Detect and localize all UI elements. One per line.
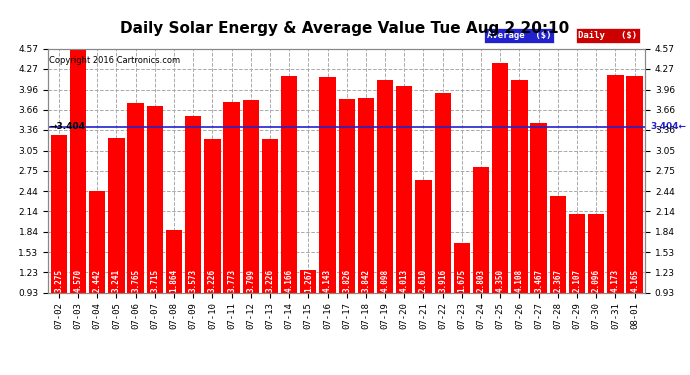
Text: 2.610: 2.610 [419, 269, 428, 292]
Text: 4.166: 4.166 [285, 269, 294, 292]
Bar [492, 63, 509, 292]
Text: 3.916: 3.916 [438, 269, 447, 292]
Bar [147, 106, 163, 292]
Text: 1.675: 1.675 [457, 269, 466, 292]
Bar [396, 86, 413, 292]
Text: 4.173: 4.173 [611, 269, 620, 292]
Text: 3.715: 3.715 [150, 269, 159, 292]
Bar [435, 93, 451, 292]
Text: 1.864: 1.864 [170, 269, 179, 292]
Bar [588, 214, 604, 292]
Text: Copyright 2016 Cartronics.com: Copyright 2016 Cartronics.com [50, 56, 181, 65]
Bar [511, 80, 528, 292]
Text: 2.442: 2.442 [92, 269, 101, 292]
Text: 3.773: 3.773 [227, 269, 236, 292]
Text: 4.165: 4.165 [630, 269, 639, 292]
Text: 2.107: 2.107 [573, 269, 582, 292]
Text: 4.013: 4.013 [400, 269, 408, 292]
Bar [108, 138, 125, 292]
Text: 2.367: 2.367 [553, 269, 562, 292]
Text: 3.404←: 3.404← [650, 122, 686, 131]
Bar [415, 180, 432, 292]
Text: 3.842: 3.842 [362, 269, 371, 292]
Bar [243, 100, 259, 292]
Bar [627, 76, 643, 292]
Bar [357, 98, 374, 292]
Bar [607, 75, 624, 292]
Bar [281, 76, 297, 292]
Text: Daily   ($): Daily ($) [578, 31, 638, 40]
Bar [70, 49, 86, 292]
Bar [377, 80, 393, 292]
Bar [473, 167, 489, 292]
Bar [319, 77, 336, 292]
Text: 3.765: 3.765 [131, 269, 140, 292]
Text: 4.143: 4.143 [323, 269, 332, 292]
Text: 3.573: 3.573 [188, 269, 198, 292]
Bar [569, 214, 585, 292]
Text: 3.826: 3.826 [342, 269, 351, 292]
Bar [128, 103, 144, 292]
Bar [166, 230, 182, 292]
Bar [185, 116, 201, 292]
Text: 4.098: 4.098 [381, 269, 390, 292]
Text: 2.096: 2.096 [592, 269, 601, 292]
Text: 2.803: 2.803 [477, 269, 486, 292]
Text: 3.241: 3.241 [112, 269, 121, 292]
Bar [89, 191, 106, 292]
Bar [454, 243, 470, 292]
Bar [262, 139, 278, 292]
Bar [531, 123, 546, 292]
Bar [50, 135, 67, 292]
Text: 4.108: 4.108 [515, 269, 524, 292]
Text: 3.467: 3.467 [534, 269, 543, 292]
Bar [204, 139, 221, 292]
Text: 3.799: 3.799 [246, 269, 255, 292]
Text: Daily Solar Energy & Average Value Tue Aug 2 20:10: Daily Solar Energy & Average Value Tue A… [120, 21, 570, 36]
Bar [550, 196, 566, 292]
Text: 4.570: 4.570 [74, 269, 83, 292]
Text: 3.275: 3.275 [55, 269, 63, 292]
Text: →3.404: →3.404 [49, 122, 86, 131]
Text: 1.267: 1.267 [304, 269, 313, 292]
Text: 3.226: 3.226 [266, 269, 275, 292]
Text: 3.226: 3.226 [208, 269, 217, 292]
Text: 4.350: 4.350 [495, 269, 505, 292]
Bar [300, 270, 317, 292]
Bar [224, 102, 239, 292]
Text: Average  ($): Average ($) [487, 31, 551, 40]
Bar [339, 99, 355, 292]
